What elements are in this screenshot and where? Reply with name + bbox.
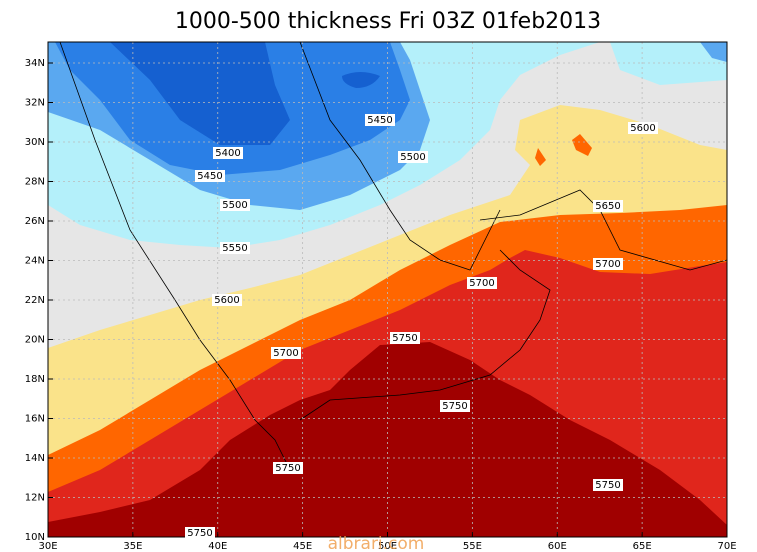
y-tick-label: 12N [25, 493, 45, 504]
x-tick-label: 60E [548, 541, 567, 552]
y-tick-label: 28N [25, 177, 45, 188]
coastlines [59, 42, 727, 471]
y-tick-label: 26N [25, 216, 45, 227]
contour-label: 5500 [222, 200, 247, 211]
coast-gulf [299, 42, 501, 271]
x-tick-label: 65E [633, 541, 652, 552]
contour-label: 5650 [595, 201, 620, 212]
contour-label-box [440, 400, 470, 412]
contour-label: 5750 [275, 463, 300, 474]
x-tick-label: 70E [717, 541, 736, 552]
contour-label-box [220, 199, 250, 211]
contour-label-box [593, 258, 623, 270]
x-tick-label: 30E [38, 541, 57, 552]
y-tick-label: 30N [25, 137, 45, 148]
y-tick-label: 18N [25, 374, 45, 385]
corner-5500 [610, 42, 727, 85]
y-tick-label: 14N [25, 453, 45, 464]
contour-label-box [195, 170, 225, 182]
y-tick-label: 34N [25, 58, 45, 69]
contour-label-box [213, 147, 243, 159]
contour-label: 5500 [400, 152, 425, 163]
map-title: 1000-500 thickness Fri 03Z 01feb2013 [175, 9, 601, 34]
contour-label: 5750 [187, 528, 212, 539]
contour-label: 5750 [442, 401, 467, 412]
x-tick-label: 50E [378, 541, 397, 552]
corner-5450 [700, 42, 727, 62]
contour-label-box [593, 479, 623, 491]
contour-label: 5700 [273, 348, 298, 359]
y-tick-label: 22N [25, 295, 45, 306]
contour-label-box [273, 462, 303, 474]
coast-red-sea [59, 42, 291, 471]
contour-label-box [628, 122, 658, 134]
band-below-5400 [110, 42, 380, 145]
x-tick-label: 45E [293, 541, 312, 552]
watermark: albrari.com [328, 534, 425, 552]
contour-label: 5600 [630, 123, 655, 134]
contour-label: 5550 [222, 243, 247, 254]
y-tick-label: 32N [25, 98, 45, 109]
blob-5650 [535, 134, 592, 166]
contour-label-box [271, 347, 301, 359]
x-tick-label: 40E [208, 541, 227, 552]
contour-label: 5600 [214, 295, 239, 306]
contour-label-box [365, 114, 395, 126]
labels: 30E 35E 40E 45E 50E 55E 60E 65E 70E 10N 12N 14N 16N 1… [25, 58, 737, 552]
contour-label: 5750 [595, 480, 620, 491]
x-tick-label: 55E [463, 541, 482, 552]
contour-label-box [390, 332, 420, 344]
contour-label: 5700 [595, 259, 620, 270]
x-tick-label: 35E [123, 541, 142, 552]
blob-5750 [343, 395, 445, 447]
thickness-fill [48, 42, 727, 537]
y-tick-label: 10N [25, 532, 45, 543]
contour-label: 5450 [367, 115, 392, 126]
contour-label: 5750 [392, 333, 417, 344]
contour-label: 5400 [215, 148, 240, 159]
contour-label-box [398, 151, 428, 163]
contour-label: 5450 [197, 171, 222, 182]
contour-label-box [220, 242, 250, 254]
contour-label-box [593, 200, 623, 212]
contour-label-box [467, 277, 497, 289]
y-tick-label: 20N [25, 335, 45, 346]
coast-arabia [299, 249, 551, 421]
y-tick-label: 24N [25, 256, 45, 267]
y-tick-label: 16N [25, 414, 45, 425]
contour-label-box [212, 294, 242, 306]
contour-label: 5700 [469, 278, 494, 289]
contour-label-box [185, 527, 215, 539]
